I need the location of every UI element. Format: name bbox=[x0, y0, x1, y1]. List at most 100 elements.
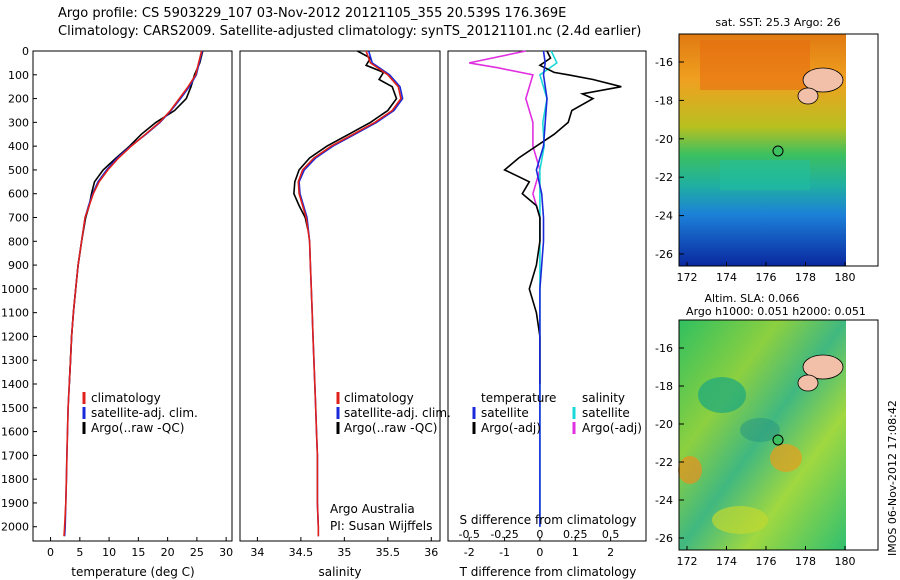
sla-patch bbox=[712, 506, 768, 534]
credit-line1: Argo Australia bbox=[330, 502, 415, 516]
x-tick-label: 34 bbox=[250, 546, 264, 559]
lon-tick-label: 180 bbox=[835, 271, 856, 284]
legend-s-sat-label: satellite bbox=[582, 406, 630, 420]
depth-axis: 0 100 200 300 400 500 600 700 800 900 1000 1100 1200… bbox=[1, 45, 37, 534]
depth-tick-label: 800 bbox=[8, 235, 29, 248]
depth-tick-label: 1900 bbox=[1, 497, 29, 510]
series-line-climatology bbox=[297, 50, 402, 537]
sst-frame bbox=[678, 33, 879, 267]
depth-tick-label: 2000 bbox=[1, 521, 29, 534]
sst-warm-patch bbox=[700, 40, 810, 90]
fiji-island-small bbox=[797, 374, 819, 392]
header-line2: Climatology: CARS2009. Satellite-adjuste… bbox=[58, 24, 642, 39]
series-line-temperature-satellite bbox=[535, 50, 548, 527]
lon-tick-label: 172 bbox=[677, 555, 698, 568]
x-tick-label: 0 bbox=[47, 546, 54, 559]
depth-tick-label: 1700 bbox=[1, 449, 29, 462]
sla-frame bbox=[678, 319, 879, 551]
lat-tick-label: -22 bbox=[655, 456, 673, 469]
sla-patch bbox=[678, 456, 702, 484]
legend-clim-label: climatology bbox=[344, 391, 414, 405]
x-tick-label: 34.5 bbox=[289, 546, 314, 559]
temperature-panel-frame bbox=[32, 50, 233, 542]
temperature-legend: climatology satellite-adj. clim. Argo(..… bbox=[82, 391, 198, 435]
sla-map-title1: Altim. SLA: 0.066 bbox=[704, 292, 799, 305]
legend-argo-label: Argo(..raw -QC) bbox=[91, 421, 184, 435]
series-line-argo-raw-qc- bbox=[293, 50, 398, 230]
s-tick-label: 0.25 bbox=[563, 528, 588, 541]
lat-tick-label: -24 bbox=[655, 210, 673, 223]
credit-line2: PI: Susan Wijffels bbox=[330, 519, 432, 533]
x-tick-label: 10 bbox=[102, 546, 116, 559]
depth-tick-label: 600 bbox=[8, 188, 29, 201]
depth-tick-label: 700 bbox=[8, 212, 29, 225]
lat-tick-label: -22 bbox=[655, 171, 673, 184]
x-tick-label: 15 bbox=[131, 546, 145, 559]
x-tick-label: 36 bbox=[424, 546, 438, 559]
legend-s-title: salinity bbox=[582, 391, 625, 405]
series-line-satellite-adj-clim- bbox=[63, 50, 203, 537]
sst-map bbox=[678, 33, 879, 267]
series-line-satellite-adj-clim- bbox=[298, 50, 404, 537]
depth-tick-label: 500 bbox=[8, 164, 29, 177]
series-line-salinity-argo-adj- bbox=[469, 50, 541, 242]
s-tick-label: -0.25 bbox=[490, 528, 518, 541]
depth-tick-label: 0 bbox=[22, 45, 29, 58]
sla-patch bbox=[740, 418, 780, 442]
x-tick-label: 35.5 bbox=[376, 546, 401, 559]
depth-tick-label: 1100 bbox=[1, 307, 29, 320]
sla-map-title2: Argo h1000: 0.051 h2000: 0.051 bbox=[686, 305, 866, 318]
series-line-climatology bbox=[63, 50, 203, 537]
sla-patch bbox=[770, 444, 802, 472]
s-tick-label: 0 bbox=[536, 528, 543, 541]
temperature-xlabel: temperature (deg C) bbox=[71, 565, 194, 579]
legend-clim-label: climatology bbox=[91, 391, 161, 405]
x-tick-label: 20 bbox=[161, 546, 175, 559]
difference-xlabel-bottom: T difference from climatology bbox=[459, 565, 637, 579]
legend-t-sat-label: satellite bbox=[481, 406, 529, 420]
lon-tick-label: 176 bbox=[756, 555, 777, 568]
fiji-island bbox=[802, 354, 844, 380]
salinity-xlabel: salinity bbox=[318, 565, 361, 579]
sla-patch bbox=[698, 377, 746, 413]
x-tick-label: 5 bbox=[76, 546, 83, 559]
x-tick-label: -1 bbox=[499, 546, 510, 559]
s-tick-label: 0.5 bbox=[602, 528, 620, 541]
fiji-island-small bbox=[797, 87, 819, 105]
footer-timestamp: IMOS 06-Nov-2012 17:08:42 bbox=[886, 400, 899, 556]
lon-tick-label: 174 bbox=[716, 271, 737, 284]
salinity-legend: climatology satellite-adj. clim. Argo(..… bbox=[336, 391, 451, 435]
depth-tick-label: 1400 bbox=[1, 378, 29, 391]
argo-float-marker bbox=[772, 145, 784, 157]
lat-tick-label: -26 bbox=[655, 532, 673, 545]
lon-tick-label: 172 bbox=[677, 271, 698, 284]
x-tick-label: 0 bbox=[536, 546, 543, 559]
lat-tick-label: -16 bbox=[655, 56, 673, 69]
depth-tick-label: 300 bbox=[8, 116, 29, 129]
sla-map bbox=[678, 319, 879, 551]
depth-tick-label: 1300 bbox=[1, 354, 29, 367]
legend-sat-label: satellite-adj. clim. bbox=[91, 406, 198, 420]
difference-xlabel-top: S difference from climatology bbox=[460, 513, 637, 527]
lon-tick-label: 174 bbox=[716, 555, 737, 568]
series-line-salinity-satellite bbox=[538, 50, 558, 527]
difference-panel-frame bbox=[447, 50, 647, 542]
lon-tick-label: 178 bbox=[795, 271, 816, 284]
lat-tick-label: -26 bbox=[655, 248, 673, 261]
temperature-x-axis: 0 5 10 15 20 25 30 bbox=[47, 537, 233, 559]
difference-x-axis: -2 -1 0 1 2 -0.5 -0.25 0 0.25 0.5 bbox=[458, 528, 619, 559]
legend-argo-label: Argo(..raw -QC) bbox=[344, 421, 437, 435]
header-line1: Argo profile: CS 5903229_107 03-Nov-2012… bbox=[58, 6, 567, 21]
depth-tick-label: 1000 bbox=[1, 283, 29, 296]
series-layer bbox=[63, 50, 622, 537]
lon-tick-label: 176 bbox=[756, 271, 777, 284]
lat-tick-label: -16 bbox=[655, 342, 673, 355]
x-tick-label: -2 bbox=[464, 546, 475, 559]
depth-tick-label: 1500 bbox=[1, 402, 29, 415]
series-line-temperature-argo-adj- bbox=[503, 50, 622, 384]
x-tick-label: 30 bbox=[219, 546, 233, 559]
legend-t-argo-label: Argo(-adj) bbox=[481, 421, 541, 435]
sst-map-title: sat. SST: 25.3 Argo: 26 bbox=[715, 16, 840, 29]
s-tick-label: -0.5 bbox=[458, 528, 479, 541]
